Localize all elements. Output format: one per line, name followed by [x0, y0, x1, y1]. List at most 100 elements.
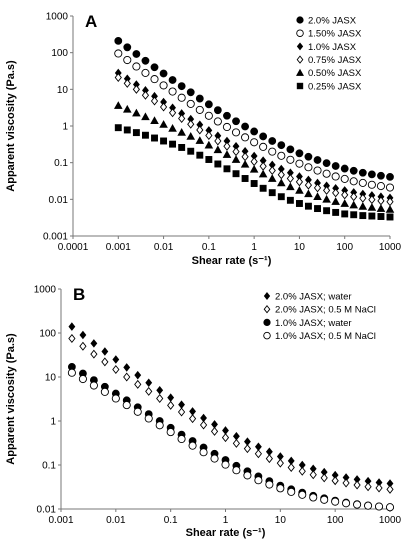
- data-point: [298, 490, 307, 499]
- data-point: [367, 180, 376, 189]
- data-point: [295, 186, 304, 194]
- data-point: [349, 177, 358, 186]
- y-tick-label: 100: [39, 329, 56, 340]
- x-tick-label: 1000: [379, 515, 402, 526]
- data-point: [222, 122, 232, 132]
- x-tick-label: 0.1: [202, 242, 216, 253]
- data-point: [277, 170, 285, 180]
- data-point: [144, 414, 153, 423]
- data-point: [277, 193, 285, 201]
- x-tick-label: 100: [336, 242, 353, 253]
- data-point: [177, 434, 186, 444]
- data-point: [132, 50, 141, 58]
- data-point: [241, 152, 249, 162]
- data-point: [358, 178, 367, 187]
- data-point: [196, 151, 204, 159]
- data-point: [232, 147, 240, 157]
- data-point: [213, 117, 222, 126]
- series-3: [114, 68, 394, 203]
- data-point: [374, 502, 384, 511]
- data-point: [254, 476, 263, 485]
- data-point: [320, 495, 329, 504]
- data-point: [122, 401, 131, 410]
- legend-label: 0.50% JASX: [308, 68, 362, 79]
- data-point: [113, 101, 123, 109]
- data-point: [250, 127, 259, 136]
- x-tick-label: 1: [223, 515, 229, 526]
- data-point: [133, 407, 142, 416]
- data-point: [359, 193, 367, 203]
- data-point: [112, 355, 120, 364]
- x-tick-label: 0.001: [48, 515, 73, 526]
- data-point: [259, 142, 268, 151]
- data-point: [177, 407, 186, 417]
- data-point: [187, 119, 195, 129]
- data-point: [122, 104, 132, 113]
- data-point: [132, 129, 140, 137]
- data-point: [123, 372, 131, 382]
- series-4: [114, 73, 394, 207]
- legend-label: 0.25% JASX: [308, 81, 362, 92]
- data-point: [186, 88, 195, 97]
- x-tick-label: 10: [275, 515, 287, 526]
- data-point: [286, 155, 295, 164]
- x-axis-title: Shear rate (s⁻¹): [186, 527, 266, 539]
- data-point: [241, 133, 250, 142]
- series-4: [67, 368, 395, 512]
- data-point: [304, 189, 313, 198]
- data-point: [367, 203, 377, 211]
- x-tick-label: 0.01: [106, 515, 126, 526]
- data-point: [67, 368, 76, 377]
- data-point: [286, 182, 295, 191]
- data-point: [195, 105, 204, 114]
- y-tick-label: 0.001: [43, 232, 68, 243]
- data-point: [214, 136, 222, 146]
- data-point: [349, 166, 358, 175]
- data-point: [79, 341, 87, 351]
- data-point: [331, 476, 339, 486]
- data-point: [155, 421, 164, 430]
- data-point: [114, 73, 122, 83]
- data-point: [123, 55, 132, 65]
- data-point: [313, 183, 322, 193]
- y-tick-label: 10: [45, 373, 57, 384]
- data-point: [350, 192, 358, 202]
- data-point: [132, 84, 140, 94]
- data-point: [177, 82, 186, 91]
- series-5: [113, 101, 395, 213]
- data-point: [340, 199, 350, 207]
- data-point: [331, 197, 340, 205]
- data-point: [250, 157, 258, 167]
- data-point: [250, 138, 259, 147]
- data-point: [213, 106, 222, 115]
- data-point: [322, 159, 331, 168]
- legend: 2.0% JASX 1.50% JASX 1.0% JASX 0.75% JASX 0.…: [296, 15, 362, 92]
- data-point: [204, 100, 213, 109]
- data-point: [222, 150, 232, 158]
- data-point: [123, 43, 132, 52]
- data-point: [341, 190, 349, 200]
- data-point: [186, 99, 195, 108]
- data-point: [151, 134, 158, 142]
- data-point: [364, 482, 372, 492]
- data-point: [349, 200, 359, 209]
- data-point: [204, 111, 213, 120]
- data-point: [364, 501, 373, 510]
- data-point: [276, 484, 285, 493]
- data-point: [385, 503, 395, 512]
- data-point: [376, 182, 385, 191]
- data-point: [188, 414, 197, 424]
- data-point: [377, 171, 385, 180]
- data-point: [286, 145, 295, 154]
- data-point: [376, 204, 386, 212]
- y-tick-label: 0.1: [54, 158, 68, 169]
- data-point: [268, 147, 277, 156]
- data-point: [332, 188, 340, 198]
- y-tick-label: 100: [51, 48, 68, 59]
- x-tick-label: 100: [327, 515, 344, 526]
- data-point: [304, 180, 313, 190]
- data-point: [123, 78, 131, 88]
- data-point: [368, 212, 376, 220]
- data-point: [241, 175, 249, 182]
- data-point: [167, 393, 175, 402]
